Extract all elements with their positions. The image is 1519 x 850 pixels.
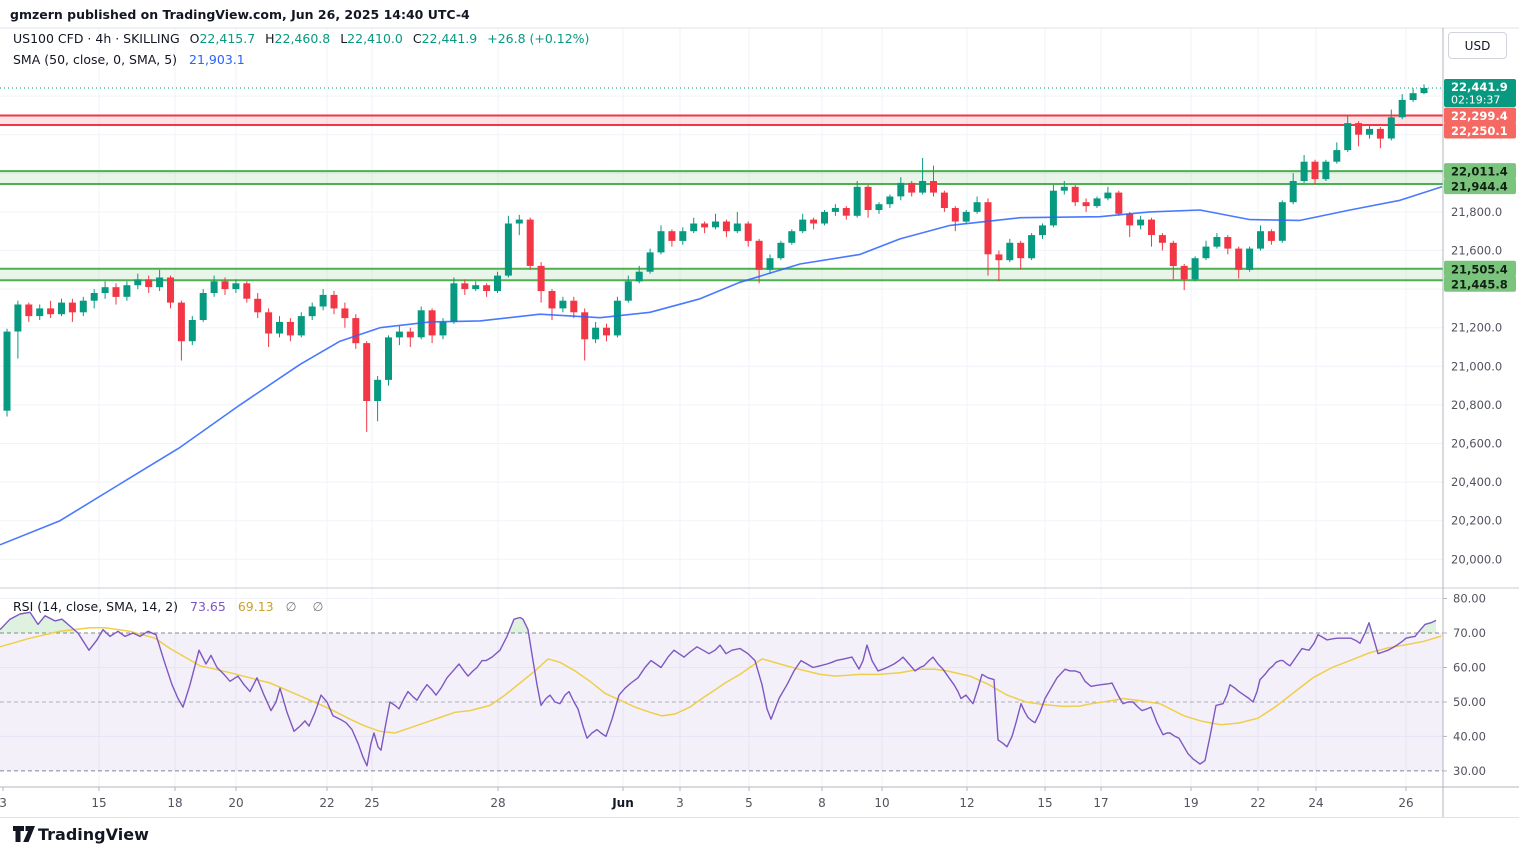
time-axis-label: 15	[1037, 796, 1052, 810]
time-axis[interactable]	[0, 787, 1443, 817]
sma50-line	[0, 186, 1443, 546]
time-axis-label: 3	[0, 796, 7, 810]
resistance-price-label	[1444, 107, 1516, 124]
time-axis-label: 3	[676, 796, 684, 810]
time-axis-label: 5	[745, 796, 753, 810]
price-axis-label: 21,200.0	[1451, 321, 1502, 335]
band-price-label-text: 22,250.1	[1451, 124, 1508, 138]
change-value: +26.8 (+0.12%)	[487, 31, 590, 46]
price-axis-labels: 21,800.0 21,600.0 21,200.0 21,000.0 20,800.0…	[1443, 79, 1516, 778]
price-axis-label: 20,000.0	[1451, 552, 1502, 566]
close-label: C	[412, 31, 422, 46]
currency-usd-button[interactable]: USD	[1448, 32, 1507, 59]
time-axis-label: 26	[1398, 796, 1413, 810]
current-price-text: 22,441.9	[1451, 80, 1508, 94]
sr-bands	[0, 114, 1443, 282]
price-axis-label: 20,200.0	[1451, 514, 1502, 528]
time-axis-label: 12	[959, 796, 974, 810]
rsi-label: RSI (14, close, SMA, 14, 2)	[13, 599, 179, 614]
rsi-ma-value: 69.13	[237, 599, 274, 614]
support-zone	[0, 268, 1443, 281]
rsi-axis-label: 30.00	[1453, 764, 1486, 778]
time-axis-label: 28	[490, 796, 505, 810]
rsi-axis-label: 70.00	[1453, 626, 1486, 640]
time-axis-label: 17	[1093, 796, 1108, 810]
rsi-extra-symbols: ∅ ∅	[285, 599, 330, 614]
candlestick-series	[3, 84, 1428, 432]
time-axis-label: 22	[319, 796, 334, 810]
time-axis-label: 19	[1183, 796, 1198, 810]
time-axis-labels: 3 15 18 20 22 25 28 Jun 3 5 8 10 12 15 17 19 22 24 26	[0, 787, 1414, 810]
symbol-title: US100 CFD · 4h · SKILLING	[13, 31, 180, 46]
publish-bar: gmzern published on TradingView.com, Jun…	[0, 0, 1519, 28]
countdown-text: 02:19:37	[1451, 94, 1500, 107]
price-axis[interactable]	[1443, 28, 1519, 787]
time-axis-label: 20	[228, 796, 243, 810]
high-value: 22,460.8	[274, 31, 331, 46]
tradingview-brand-text[interactable]: TradingView	[38, 825, 149, 844]
time-axis-label: 25	[364, 796, 379, 810]
time-axis-label: Jun	[611, 796, 634, 810]
support-price-label	[1444, 163, 1516, 180]
currency-label: USD	[1464, 38, 1491, 53]
resistance-price-label	[1444, 122, 1516, 139]
rsi-line	[0, 611, 1437, 767]
high-label: H	[265, 31, 275, 46]
tradingview-logo-icon[interactable]	[12, 825, 36, 845]
rsi-axis-label: 80.00	[1453, 592, 1486, 606]
time-axis-label: 10	[874, 796, 889, 810]
band-price-label-text: 22,011.4	[1451, 165, 1508, 179]
resistance-zone	[0, 115, 1443, 125]
price-axis-label: 20,400.0	[1451, 475, 1502, 489]
publish-text: gmzern published on TradingView.com, Jun…	[10, 7, 470, 22]
rsi-pane[interactable]	[0, 588, 1443, 787]
footer-bar: TradingView	[0, 817, 1519, 850]
sma-legend[interactable]: SMA (50, close, 0, SMA, 5) 21,903.1	[13, 52, 245, 67]
main-series-legend[interactable]: US100 CFD · 4h · SKILLING O22,415.7 H22,…	[13, 31, 589, 46]
band-price-label-text: 21,944.4	[1451, 180, 1508, 194]
time-axis-label: 24	[1308, 796, 1323, 810]
price-axis-label: 21,000.0	[1451, 359, 1502, 373]
low-value: 22,410.0	[347, 31, 403, 46]
open-value: 22,415.7	[199, 31, 256, 46]
support-price-label	[1444, 260, 1516, 277]
rsi-axis-label: 50.00	[1453, 695, 1486, 709]
time-axis-label: 18	[167, 796, 182, 810]
rsi-ma-line	[0, 627, 1442, 734]
support-zone	[0, 171, 1443, 184]
time-axis-label: 15	[91, 796, 106, 810]
rsi-legend[interactable]: RSI (14, close, SMA, 14, 2) 73.65 69.13 …	[13, 599, 329, 614]
price-axis-label: 20,600.0	[1451, 437, 1502, 451]
price-pane[interactable]	[0, 28, 1443, 588]
rsi-value: 73.65	[190, 599, 226, 614]
current-price-label	[1444, 79, 1516, 107]
price-axis-label: 21,600.0	[1451, 244, 1502, 258]
band-price-label-text: 21,445.8	[1451, 277, 1508, 291]
sma-value: 21,903.1	[189, 52, 245, 67]
support-price-label	[1444, 178, 1516, 195]
time-axis-label: 8	[818, 796, 826, 810]
price-axis-label: 21,800.0	[1451, 205, 1502, 219]
rsi-axis-label: 60.00	[1453, 661, 1486, 675]
sma-label: SMA (50, close, 0, SMA, 5)	[13, 52, 178, 67]
support-price-label	[1444, 275, 1516, 292]
band-price-label-text: 21,505.4	[1451, 262, 1508, 276]
rsi-axis-label: 40.00	[1453, 729, 1486, 743]
low-label: L	[340, 31, 348, 46]
open-label: O	[189, 31, 200, 46]
close-value: 22,441.9	[421, 31, 478, 46]
price-axis-label: 20,800.0	[1451, 398, 1502, 412]
time-axis-label: 22	[1250, 796, 1265, 810]
band-price-label-text: 22,299.4	[1451, 109, 1508, 123]
